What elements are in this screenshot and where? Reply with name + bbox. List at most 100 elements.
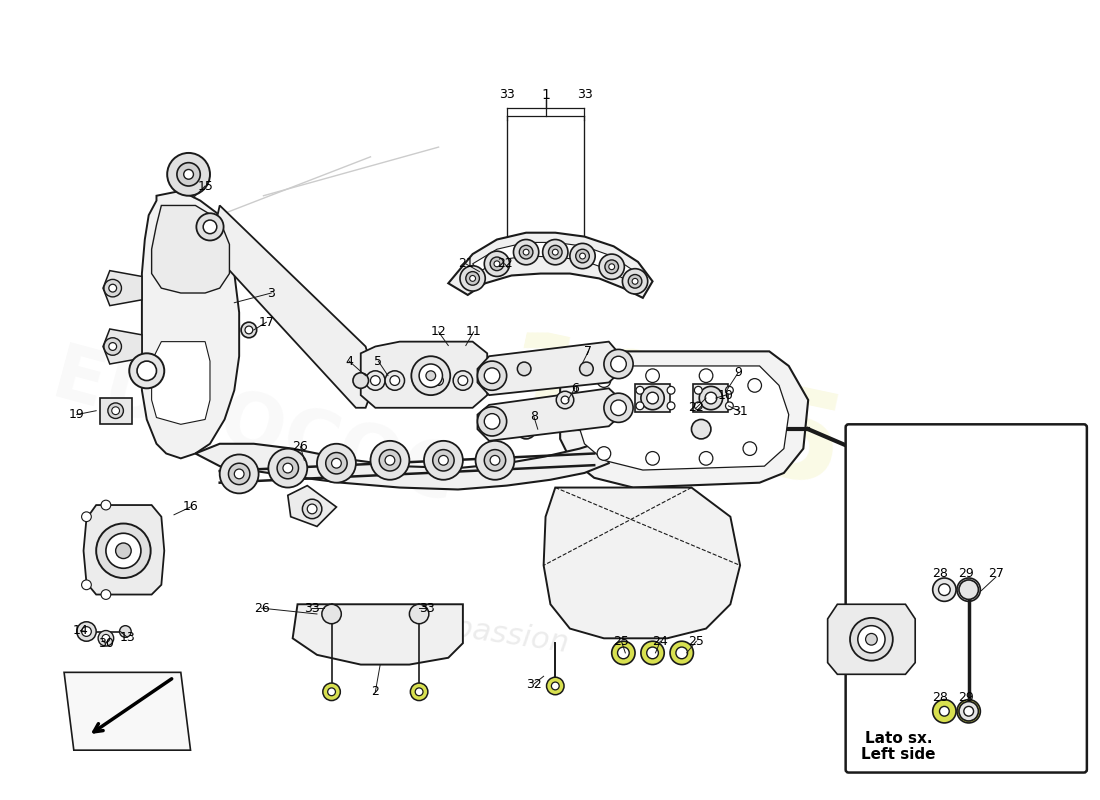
Text: Lato sx.: Lato sx. [865, 731, 933, 746]
Circle shape [109, 342, 117, 350]
Circle shape [475, 441, 515, 480]
Polygon shape [196, 441, 608, 490]
Text: 17: 17 [258, 316, 274, 329]
Circle shape [379, 450, 400, 471]
Circle shape [552, 250, 558, 255]
Polygon shape [293, 604, 463, 665]
Circle shape [433, 376, 443, 386]
Circle shape [597, 374, 611, 387]
Polygon shape [142, 191, 239, 458]
Polygon shape [152, 206, 230, 293]
Text: EUROCOC: EUROCOC [44, 340, 463, 518]
Circle shape [850, 618, 893, 661]
Circle shape [519, 246, 532, 259]
Text: 33: 33 [419, 602, 435, 614]
Circle shape [460, 266, 485, 291]
Circle shape [411, 356, 450, 395]
Text: 25: 25 [614, 634, 629, 648]
Circle shape [96, 523, 151, 578]
Text: 11: 11 [465, 326, 482, 338]
Circle shape [605, 260, 618, 274]
Polygon shape [103, 270, 142, 306]
Circle shape [371, 441, 409, 480]
Text: a passion: a passion [424, 609, 571, 658]
Circle shape [600, 254, 625, 279]
Polygon shape [473, 242, 635, 282]
Circle shape [610, 356, 626, 372]
Circle shape [234, 469, 244, 478]
Circle shape [636, 402, 644, 410]
Circle shape [245, 326, 253, 334]
Polygon shape [477, 342, 621, 395]
Circle shape [120, 626, 131, 638]
Circle shape [331, 458, 341, 468]
Text: 1: 1 [541, 87, 550, 102]
Circle shape [641, 386, 664, 410]
Circle shape [692, 419, 711, 439]
Text: 29: 29 [958, 691, 974, 704]
Text: 6: 6 [571, 382, 579, 395]
Text: 15: 15 [197, 179, 213, 193]
Circle shape [138, 361, 156, 381]
Circle shape [204, 220, 217, 234]
Circle shape [612, 642, 635, 665]
Circle shape [116, 543, 131, 558]
Circle shape [604, 350, 634, 378]
Circle shape [647, 647, 659, 658]
Circle shape [470, 275, 475, 282]
Text: 28: 28 [933, 566, 948, 580]
Circle shape [465, 272, 480, 286]
Circle shape [964, 706, 974, 716]
Text: 13: 13 [120, 631, 135, 644]
Text: 1985: 1985 [490, 324, 855, 515]
Circle shape [700, 451, 713, 465]
Polygon shape [288, 486, 337, 526]
Circle shape [608, 264, 615, 270]
Circle shape [432, 450, 454, 471]
Circle shape [524, 250, 529, 255]
Circle shape [371, 376, 381, 386]
Circle shape [939, 706, 949, 716]
Circle shape [604, 393, 634, 422]
Circle shape [302, 499, 322, 518]
Text: 12: 12 [431, 326, 447, 338]
Circle shape [726, 402, 734, 410]
FancyBboxPatch shape [846, 424, 1087, 773]
Circle shape [365, 371, 385, 390]
Text: 25: 25 [689, 634, 704, 648]
Polygon shape [210, 206, 375, 408]
Text: 27: 27 [988, 566, 1004, 580]
Circle shape [229, 463, 250, 485]
Circle shape [101, 500, 111, 510]
Circle shape [514, 239, 539, 265]
Text: 33: 33 [576, 88, 592, 101]
Circle shape [668, 386, 675, 394]
Circle shape [959, 702, 978, 721]
Circle shape [424, 441, 463, 480]
Circle shape [921, 471, 933, 482]
Circle shape [623, 269, 648, 294]
Polygon shape [477, 388, 621, 441]
Circle shape [484, 251, 509, 277]
Circle shape [705, 392, 717, 404]
Circle shape [647, 392, 659, 404]
Text: 22: 22 [689, 402, 704, 414]
Circle shape [439, 455, 449, 465]
Text: 8: 8 [530, 410, 538, 423]
Circle shape [167, 153, 210, 196]
Circle shape [646, 369, 659, 382]
Polygon shape [635, 385, 670, 412]
Circle shape [580, 253, 585, 259]
Circle shape [491, 455, 499, 465]
Circle shape [694, 386, 702, 394]
Circle shape [130, 354, 164, 388]
Circle shape [959, 580, 978, 599]
Text: 2: 2 [372, 686, 379, 698]
Text: 19: 19 [69, 408, 85, 421]
Text: 33: 33 [305, 602, 320, 614]
Polygon shape [64, 672, 190, 750]
Text: 21: 21 [458, 258, 474, 270]
Circle shape [453, 371, 473, 390]
Circle shape [419, 364, 442, 387]
Text: 33: 33 [498, 88, 515, 101]
